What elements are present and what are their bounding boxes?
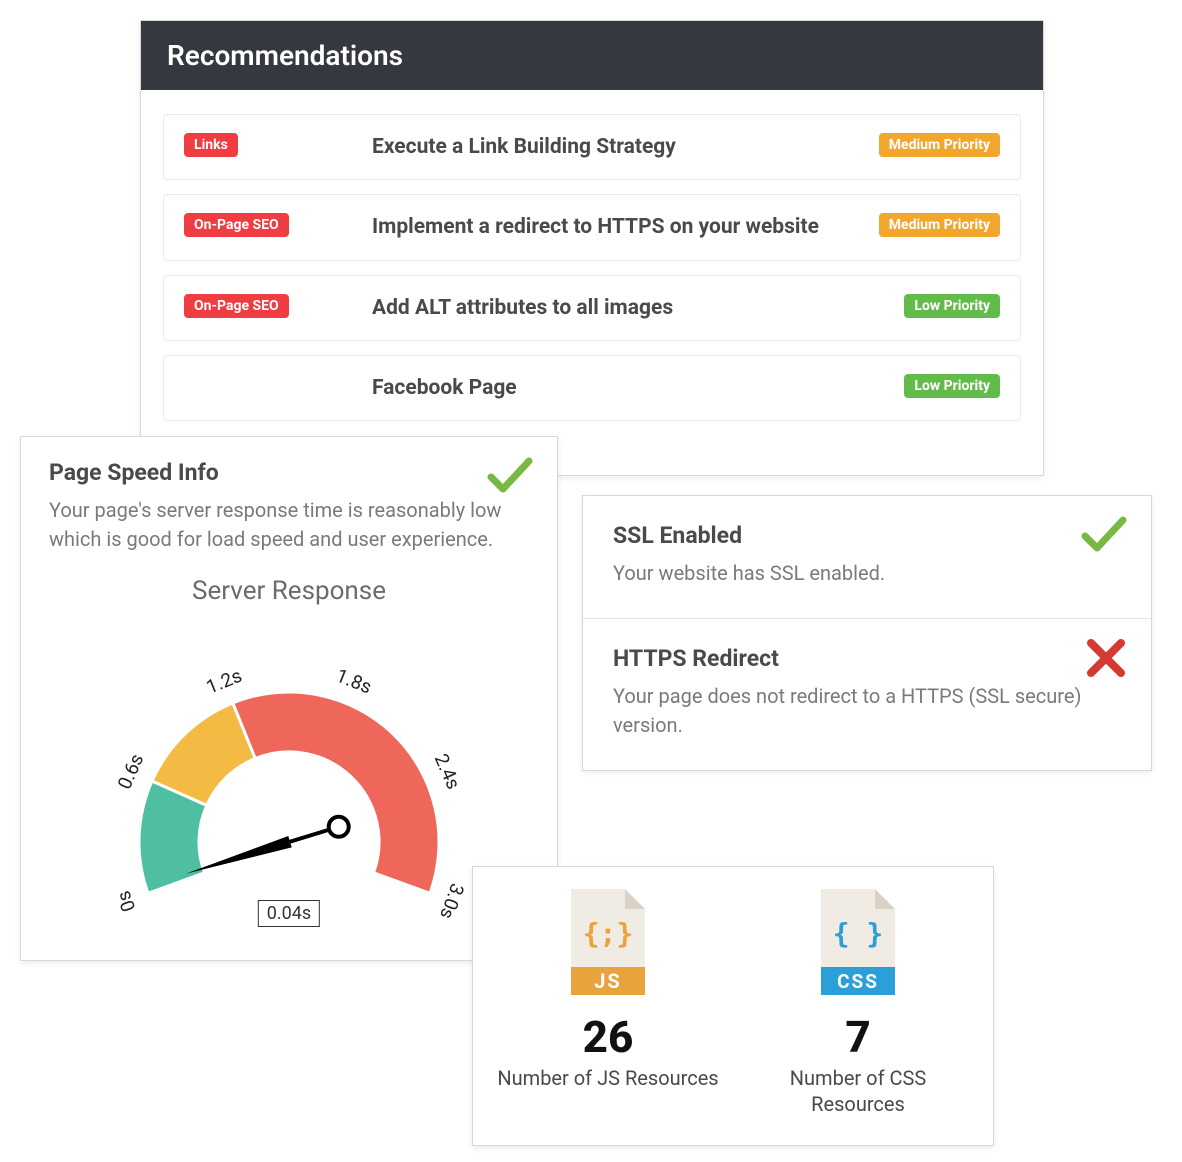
recommendations-title: Recommendations <box>141 21 1043 90</box>
gauge-container: 0s 0.6s 1.2s 1.8s 2.4s 3.0s 0.04s <box>49 612 529 932</box>
ssl-enabled-description: Your website has SSL enabled. <box>613 559 1121 588</box>
page-speed-description: Your page's server response time is reas… <box>49 496 529 554</box>
recommendation-title: Facebook Page <box>372 374 886 402</box>
svg-text:0s: 0s <box>112 888 141 915</box>
recommendation-title: Add ALT attributes to all images <box>372 294 886 322</box>
https-redirect-title: HTTPS Redirect <box>613 645 1121 672</box>
recommendations-list: Links Execute a Link Building Strategy M… <box>141 90 1043 475</box>
recommendations-panel: Recommendations Links Execute a Link Bui… <box>140 20 1044 476</box>
gauge-value: 0.04s <box>258 900 320 927</box>
css-resources: { } CSS 7 Number of CSS Resources <box>743 887 973 1117</box>
js-resources: {;} JS 26 Number of JS Resources <box>493 887 723 1117</box>
css-file-icon: { } CSS <box>813 887 903 1001</box>
priority-tag: Medium Priority <box>879 133 1000 157</box>
recommendation-row[interactable]: Facebook Page Low Priority <box>163 355 1021 421</box>
js-count: 26 <box>493 1011 723 1063</box>
priority-tag: Medium Priority <box>879 213 1000 237</box>
gauge-title: Server Response <box>49 576 529 606</box>
css-label: Number of CSS Resources <box>743 1065 973 1117</box>
check-icon <box>487 455 533 499</box>
svg-text:1.2s: 1.2s <box>203 664 245 699</box>
svg-text:{;}: {;} <box>583 917 634 950</box>
js-file-icon: {;} JS <box>563 887 653 1001</box>
recommendation-title: Execute a Link Building Strategy <box>372 133 861 161</box>
category-tag: On-Page SEO <box>184 213 354 237</box>
svg-text:2.4s: 2.4s <box>430 750 466 792</box>
category-tag: Links <box>184 133 354 157</box>
svg-text:1.8s: 1.8s <box>333 664 375 699</box>
cross-icon <box>1085 637 1127 683</box>
page-speed-title: Page Speed Info <box>49 459 529 486</box>
ssl-panel: SSL Enabled Your website has SSL enabled… <box>582 495 1152 771</box>
resources-panel: {;} JS 26 Number of JS Resources { } CSS… <box>472 866 994 1146</box>
gauge: Server Response 0s 0.6s 1.2s 1.8s 2.4s 3.0s 0… <box>49 576 529 932</box>
svg-text:3.0s: 3.0s <box>435 880 469 922</box>
ssl-enabled-title: SSL Enabled <box>613 522 1121 549</box>
https-redirect-section: HTTPS Redirect Your page does not redire… <box>583 618 1151 770</box>
recommendation-row[interactable]: Links Execute a Link Building Strategy M… <box>163 114 1021 180</box>
svg-text:{ }: { } <box>833 917 884 950</box>
check-icon <box>1081 514 1127 558</box>
recommendation-title: Implement a redirect to HTTPS on your we… <box>372 213 861 241</box>
recommendation-row[interactable]: On-Page SEO Add ALT attributes to all im… <box>163 275 1021 341</box>
priority-tag: Low Priority <box>904 374 1000 398</box>
svg-text:0.6s: 0.6s <box>113 750 149 792</box>
ssl-enabled-section: SSL Enabled Your website has SSL enabled… <box>583 496 1151 618</box>
svg-text:JS: JS <box>594 969 622 993</box>
js-label: Number of JS Resources <box>493 1065 723 1091</box>
https-redirect-description: Your page does not redirect to a HTTPS (… <box>613 682 1121 740</box>
css-count: 7 <box>743 1011 973 1063</box>
svg-text:CSS: CSS <box>837 970 879 993</box>
category-tag: On-Page SEO <box>184 294 354 318</box>
priority-tag: Low Priority <box>904 294 1000 318</box>
recommendation-row[interactable]: On-Page SEO Implement a redirect to HTTP… <box>163 194 1021 260</box>
